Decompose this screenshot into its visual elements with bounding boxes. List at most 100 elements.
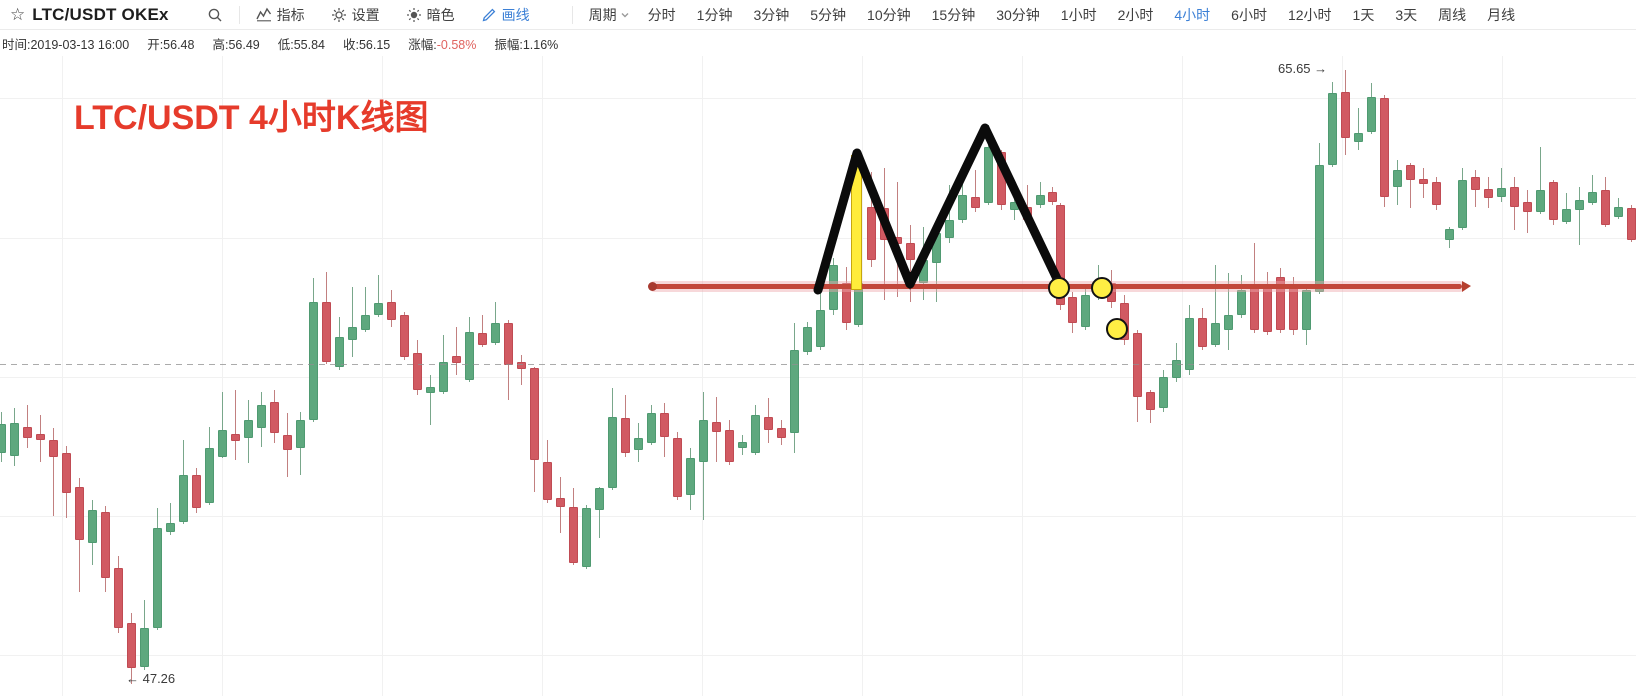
period-tab-1小时[interactable]: 1小时 [1060,6,1097,23]
grid-vline [542,56,543,696]
candle [1236,290,1246,315]
candle-wick [1357,108,1359,150]
candle [1080,295,1090,327]
candle-wick [1578,187,1580,245]
info-涨幅: 涨幅:-0.58% [408,37,477,52]
candle [1223,315,1233,330]
period-tab-5分钟[interactable]: 5分钟 [810,6,847,23]
period-tab-周线[interactable]: 周线 [1438,6,1467,23]
candle [1418,179,1428,184]
candle [1353,133,1363,142]
candle [698,420,708,462]
period-tab-3天[interactable]: 3天 [1395,6,1418,23]
period-tab-1天[interactable]: 1天 [1352,6,1375,23]
candle [724,430,734,462]
tool-item-indicators[interactable]: 指标 [256,5,305,25]
period-tab-30分钟[interactable]: 30分钟 [996,6,1040,23]
candle-wick [364,287,366,332]
candle [1210,323,1220,345]
period-tab-月线[interactable]: 月线 [1487,6,1516,23]
candle [178,475,188,522]
info-收: 收:56.15 [342,37,391,52]
period-tab-6小时[interactable]: 6小时 [1231,6,1267,23]
candle [581,508,591,567]
candle [139,628,149,667]
candle [1509,187,1519,207]
period-menu[interactable]: 周期 [589,5,630,25]
candle [35,434,45,440]
period-tab-4小时[interactable]: 4小时 [1174,6,1211,23]
period-tab-10分钟[interactable]: 10分钟 [867,6,911,23]
tool-item-settings[interactable]: 设置 [331,5,380,25]
candle-wick [26,405,28,448]
candle [633,438,643,450]
low-price-label: ← 47.26 [126,671,176,686]
candle [438,362,448,392]
period-tab-2小时[interactable]: 2小时 [1117,6,1154,23]
candle [1535,190,1545,212]
grid-vline [1022,56,1023,696]
period-tab-分时[interactable]: 分时 [647,6,676,23]
grid-hline [0,377,1636,378]
candle [1340,92,1350,138]
gear-icon [331,7,347,23]
grid-hline [0,655,1636,656]
ohlc-infobar: 时间:2019-03-13 16:00 开:56.48 高:56.49 低:55.84… [0,31,1636,55]
candle [944,220,954,238]
candle-wick [351,287,353,357]
candle-wick [520,355,522,385]
grid-vline [222,56,223,696]
candle [360,315,370,330]
pair-title: LTC/USDT OKEx [32,4,169,24]
candle [412,353,422,390]
candle [529,368,539,460]
candle [711,422,721,432]
period-tab-15分钟[interactable]: 15分钟 [931,6,976,23]
candle [866,207,876,260]
candle [464,332,474,380]
candle [789,350,799,433]
candle [607,417,617,488]
grid-vline [382,56,383,696]
grid-vline [1182,56,1183,696]
candle-wick [455,327,457,375]
candle [321,302,331,362]
info-振幅: 振幅:1.16% [494,37,559,52]
candle [1587,192,1597,203]
favorite-star-icon[interactable]: ☆ [10,5,26,24]
candle [815,310,825,347]
grid-vline [62,56,63,696]
period-tab-3分钟[interactable]: 3分钟 [753,6,790,23]
candle-wick [52,428,54,516]
candle [841,283,851,323]
candle [256,405,266,428]
search-icon[interactable] [207,7,223,23]
candle [1496,188,1506,197]
period-tab-1分钟[interactable]: 1分钟 [696,6,733,23]
tool-group: 指标 设置 暗色 画线 [256,5,556,25]
candle [1275,277,1285,330]
candle-wick [909,225,911,302]
tool-item-theme[interactable]: 暗色 [406,5,455,25]
candle [1171,360,1181,378]
candle [334,337,344,367]
period-tab-12小时[interactable]: 12小时 [1287,6,1332,23]
tool-item-label: 画线 [501,6,530,23]
retest-marker-circle [1091,277,1113,299]
candle-wick [429,375,431,425]
candle [1301,290,1311,330]
candle [1145,392,1155,410]
candle-wick [377,275,379,317]
candle [1035,195,1045,205]
chart-line-icon [256,7,272,22]
candle [204,448,214,503]
candle [1132,333,1142,397]
candle [594,488,604,510]
pair-group: ☆ LTC/USDT OKEx [10,5,223,25]
tool-item-label: 指标 [276,6,305,23]
tool-item-draw[interactable]: 画线 [481,5,530,25]
candle-wick [598,487,600,538]
candle [399,315,409,357]
